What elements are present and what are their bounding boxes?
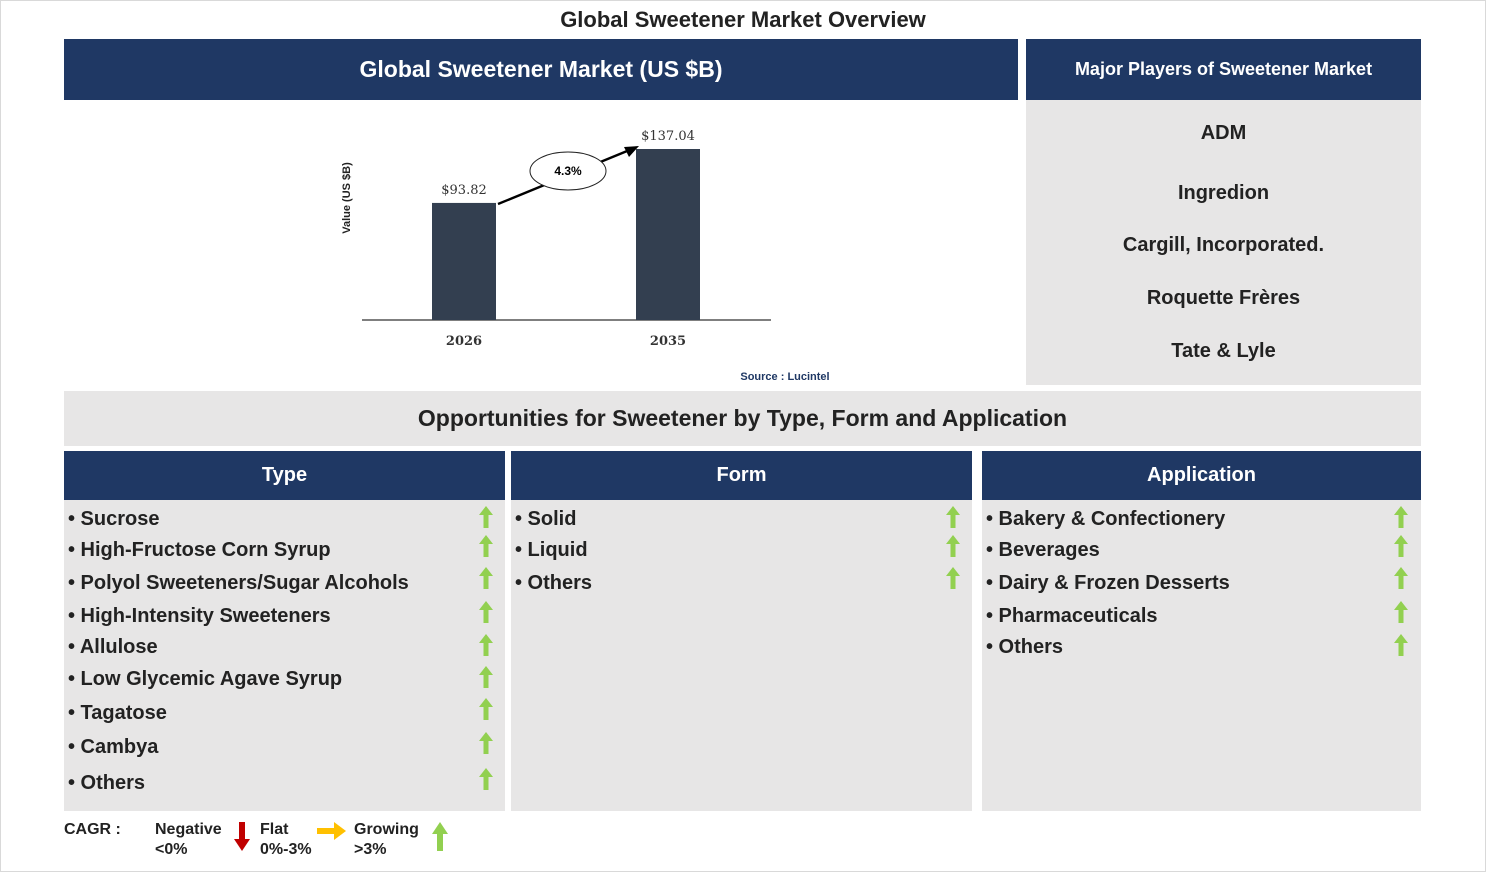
growing-arrow-icon [1394, 567, 1408, 589]
legend-growing: Growing >3% [354, 820, 419, 860]
type-item: • Cambya [68, 736, 159, 758]
bar-value-label: $93.82 [441, 183, 487, 198]
type-item: • Polyol Sweeteners/Sugar Alcohols [68, 572, 409, 594]
application-header: Application [982, 451, 1421, 500]
page-title: Global Sweetener Market Overview [560, 7, 926, 32]
growing-arrow-icon [479, 732, 493, 754]
down-arrow-icon [234, 822, 250, 851]
growing-arrow-icon [479, 535, 493, 557]
player-item: Roquette Frères [1146, 287, 1301, 309]
up-arrow-icon [432, 822, 448, 851]
form-panel: • Solid • Liquid • Others [511, 500, 972, 811]
cagr-label: 4.3% [554, 164, 582, 178]
market-header: Global Sweetener Market (US $B) [64, 39, 1018, 100]
form-item: • Others [515, 572, 593, 594]
players-panel: ADM Ingredion Cargill, Incorporated. Roq… [1026, 100, 1421, 385]
player-item: ADM [1200, 122, 1247, 144]
legend-negative-label: Negative [155, 821, 222, 838]
form-item: • Liquid [515, 539, 588, 561]
growing-arrow-icon [1394, 506, 1408, 528]
growing-arrow-icon [1394, 535, 1408, 557]
growing-arrow-icon [946, 506, 960, 528]
application-item: • Bakery & Confectionery [986, 508, 1226, 530]
type-item: • Tagatose [68, 702, 167, 724]
bar-value-label: $137.04 [641, 129, 695, 144]
application-item: • Beverages [986, 539, 1100, 561]
right-arrow-icon [317, 822, 346, 840]
category-label: 2026 [446, 334, 482, 349]
growing-arrow-icon [479, 666, 493, 688]
player-item: Cargill, Incorporated. [1122, 234, 1325, 256]
source-label: Source : Lucintel [740, 371, 829, 383]
market-chart: Value (US $B) $93.82 $137.04 2026 2035 4.3… [341, 129, 830, 383]
growing-arrow-icon [479, 601, 493, 623]
growing-arrow-icon [946, 567, 960, 589]
growing-arrow-icon [479, 634, 493, 656]
type-header: Type [64, 451, 505, 500]
type-item: • Sucrose [68, 508, 160, 530]
growing-arrow-icon [479, 768, 493, 790]
y-axis-label: Value (US $B) [341, 162, 353, 234]
cagr-bubble [529, 151, 607, 191]
type-item: • Others [68, 772, 146, 794]
growing-arrow-icon [946, 535, 960, 557]
type-item: • Low Glycemic Agave Syrup [68, 668, 343, 690]
legend-negative-range: <0% [155, 841, 188, 858]
type-item: • High-Fructose Corn Syrup [68, 539, 331, 561]
legend-growing-range: >3% [354, 841, 387, 858]
legend-flat-range: 0%-3% [260, 841, 312, 858]
application-item: • Pharmaceuticals [986, 605, 1158, 627]
growing-arrow-icon [479, 698, 493, 720]
legend-growing-label: Growing [354, 821, 419, 838]
growing-arrow-icon [479, 506, 493, 528]
bar-2026 [432, 202, 496, 320]
application-item: • Dairy & Frozen Desserts [986, 572, 1230, 594]
opportunities-banner: Opportunities for Sweetener by Type, For… [64, 391, 1421, 446]
growing-arrow-icon [1394, 634, 1408, 656]
type-item: • Allulose [68, 636, 158, 658]
legend-flat-label: Flat [260, 821, 289, 838]
player-item: Tate & Lyle [1171, 340, 1276, 362]
form-item: • Solid [515, 508, 577, 530]
application-item: • Others [986, 636, 1064, 658]
cagr-arrow-head [624, 146, 639, 157]
legend-negative: Negative <0% [155, 820, 222, 860]
legend-flat: Flat 0%-3% [260, 820, 312, 860]
bar-2035 [636, 149, 700, 320]
form-header: Form [511, 451, 972, 500]
growing-arrow-icon [479, 567, 493, 589]
legend-label: CAGR : [64, 821, 121, 838]
type-panel: • Sucrose • High-Fructose Corn Syrup • P… [64, 500, 505, 811]
growing-arrow-icon [1394, 601, 1408, 623]
players-header: Major Players of Sweetener Market [1026, 39, 1421, 100]
player-item: Ingredion [1177, 182, 1270, 204]
category-label: 2035 [650, 334, 686, 349]
application-panel: • Bakery & Confectionery • Beverages • D… [982, 500, 1421, 811]
type-item: • High-Intensity Sweeteners [68, 605, 331, 627]
